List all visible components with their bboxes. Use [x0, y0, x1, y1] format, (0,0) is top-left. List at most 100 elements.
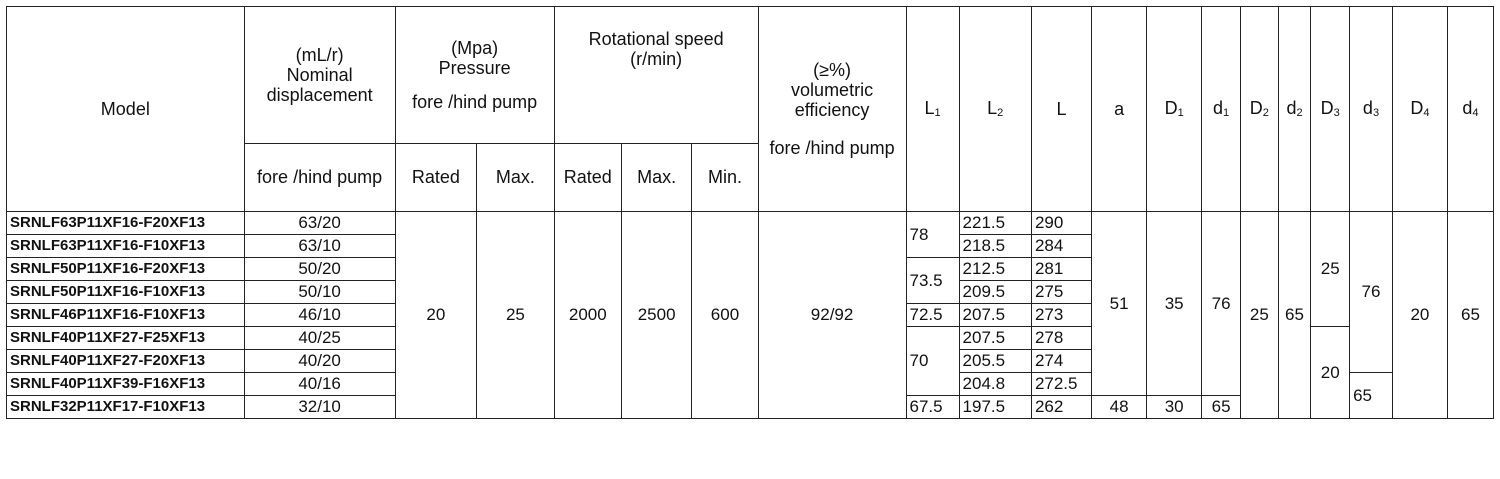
- L1-cell: 73.5: [905, 257, 960, 304]
- header-displacement-fore-hind: fore /hind pump: [243, 143, 396, 212]
- header-displacement: (mL/r) Nominal displacement: [243, 6, 396, 144]
- header-efficiency-sub: fore /hind pump: [769, 138, 895, 159]
- displacement-cell: 40/16: [243, 372, 396, 396]
- L1-cell: 70: [905, 326, 960, 396]
- speed-max-cell: 2500: [620, 211, 693, 419]
- L2-cell: 212.5: [958, 257, 1032, 281]
- header-a: a: [1091, 6, 1148, 212]
- L2-cell: 204.8: [958, 372, 1032, 396]
- header-efficiency-label: volumetric efficiency: [791, 79, 874, 120]
- header-model: Model: [6, 6, 245, 212]
- model-cell: SRNLF40P11XF27-F20XF13: [6, 349, 245, 373]
- displacement-cell: 63/20: [243, 211, 396, 235]
- header-pressure-rated: Rated: [394, 143, 478, 212]
- header-efficiency: (≥%) volumetric efficiency fore /hind pu…: [757, 6, 907, 212]
- header-d1: d1: [1201, 6, 1241, 212]
- displacement-cell: 40/20: [243, 349, 396, 373]
- L2-cell: 218.5: [958, 234, 1032, 258]
- d4-cell: 65: [1446, 211, 1495, 419]
- displacement-cell: 50/10: [243, 280, 396, 304]
- header-D2: D2: [1239, 6, 1279, 212]
- d3-cell: 76: [1349, 211, 1393, 373]
- D1-cell: 30: [1146, 395, 1203, 419]
- header-L: L: [1030, 6, 1093, 212]
- header-speed-rated: Rated: [553, 143, 622, 212]
- D3-cell: 20: [1310, 326, 1351, 419]
- header-pressure-label: Pressure: [438, 57, 511, 78]
- model-cell: SRNLF50P11XF16-F10XF13: [6, 280, 245, 304]
- pump-spec-table: Model (mL/r) Nominal displacement (Mpa) …: [6, 6, 1495, 419]
- a-cell: 51: [1091, 211, 1148, 396]
- header-efficiency-unit: (≥%): [813, 59, 851, 80]
- L-cell: 262: [1030, 395, 1093, 419]
- pressure-max-cell: 25: [476, 211, 555, 419]
- displacement-cell: 50/20: [243, 257, 396, 281]
- table-row: SRNLF50P11XF16-F20XF13 50/20 73.5 212.5 …: [6, 257, 1494, 304]
- L1-cell: 78: [905, 211, 960, 258]
- a-cell: 48: [1091, 395, 1148, 419]
- pressure-rated-cell: 20: [394, 211, 478, 419]
- header-d3: d3: [1349, 6, 1393, 212]
- header-speed-min: Min.: [691, 143, 759, 212]
- d3-cell: 65: [1349, 372, 1393, 419]
- L-cell: 290: [1030, 211, 1093, 235]
- model-cell: SRNLF32P11XF17-F10XF13: [6, 395, 245, 419]
- model-cell: SRNLF50P11XF16-F20XF13: [6, 257, 245, 281]
- header-pressure-sub: fore /hind pump: [412, 92, 538, 113]
- L-cell: 272.5: [1030, 372, 1093, 396]
- header-D3: D3: [1310, 6, 1351, 212]
- L-cell: 275: [1030, 280, 1093, 304]
- header-D1: D1: [1146, 6, 1203, 212]
- displacement-cell: 63/10: [243, 234, 396, 258]
- L2-cell: 205.5: [958, 349, 1032, 373]
- header-pressure: (Mpa) Pressure fore /hind pump: [394, 6, 555, 144]
- header-pressure-max: Max.: [476, 143, 555, 212]
- table-row: SRNLF63P11XF16-F20XF13 63/20 20 25 2000 …: [6, 211, 1495, 419]
- L1-cell: 67.5: [905, 395, 960, 419]
- D1-cell: 35: [1146, 211, 1203, 396]
- speed-rated-cell: 2000: [553, 211, 622, 419]
- table-row: SRNLF63P11XF16-F10XF13 63/10 218.5 284: [6, 234, 1494, 258]
- model-cell: SRNLF63P11XF16-F20XF13: [6, 211, 245, 235]
- L-cell: 281: [1030, 257, 1093, 281]
- header-pressure-unit: (Mpa): [451, 37, 499, 58]
- header-rotation-unit: (r/min): [630, 49, 683, 70]
- header-speed-max: Max.: [620, 143, 693, 212]
- L2-cell: 207.5: [958, 326, 1032, 350]
- table-row: SRNLF40P11XF27-F20XF13 40/20 205.5 274: [6, 349, 1494, 373]
- L2-cell: 221.5: [958, 211, 1032, 235]
- header-D4: D4: [1391, 6, 1448, 212]
- d1-cell: 65: [1201, 395, 1241, 419]
- D2-cell: 25: [1239, 211, 1279, 419]
- table-row: SRNLF40P11XF27-F25XF13 40/25 70 207.5 27…: [6, 326, 1494, 419]
- table-row: SRNLF40P11XF39-F16XF13 40/16 204.8 272.5…: [6, 372, 1494, 419]
- displacement-cell: 40/25: [243, 326, 396, 350]
- D4-cell: 20: [1391, 211, 1448, 419]
- L-cell: 273: [1030, 303, 1093, 327]
- efficiency-cell: 92/92: [757, 211, 907, 419]
- header-L2: L2: [958, 6, 1032, 212]
- header-rotation-label: Rotational speed: [588, 29, 724, 49]
- L-cell: 278: [1030, 326, 1093, 350]
- table-row: SRNLF32P11XF17-F10XF13 32/10 67.5 197.5 …: [6, 395, 1494, 419]
- spec-table-container: Model (mL/r) Nominal displacement (Mpa) …: [6, 6, 1495, 419]
- header-L1: L1: [905, 6, 960, 212]
- D3-cell: 25: [1310, 211, 1351, 327]
- L1-cell: 72.5: [905, 303, 960, 327]
- d1-cell: 76: [1201, 211, 1241, 396]
- L2-cell: 209.5: [958, 280, 1032, 304]
- speed-min-cell: 600: [691, 211, 759, 419]
- model-cell: SRNLF40P11XF27-F25XF13: [6, 326, 245, 350]
- header-d2: d2: [1277, 6, 1312, 212]
- L-cell: 274: [1030, 349, 1093, 373]
- model-cell: SRNLF63P11XF16-F10XF13: [6, 234, 245, 258]
- header-rotational-speed: Rotational speed (r/min): [553, 6, 759, 144]
- table-row: SRNLF46P11XF16-F10XF13 46/10 72.5 207.5 …: [6, 303, 1494, 327]
- L2-cell: 207.5: [958, 303, 1032, 327]
- header-d4: d4: [1446, 6, 1495, 212]
- displacement-cell: 32/10: [243, 395, 396, 419]
- displacement-cell: 46/10: [243, 303, 396, 327]
- header-displacement-label: Nominal displacement: [266, 64, 373, 106]
- d2-cell: 65: [1277, 211, 1312, 419]
- model-cell: SRNLF46P11XF16-F10XF13: [6, 303, 245, 327]
